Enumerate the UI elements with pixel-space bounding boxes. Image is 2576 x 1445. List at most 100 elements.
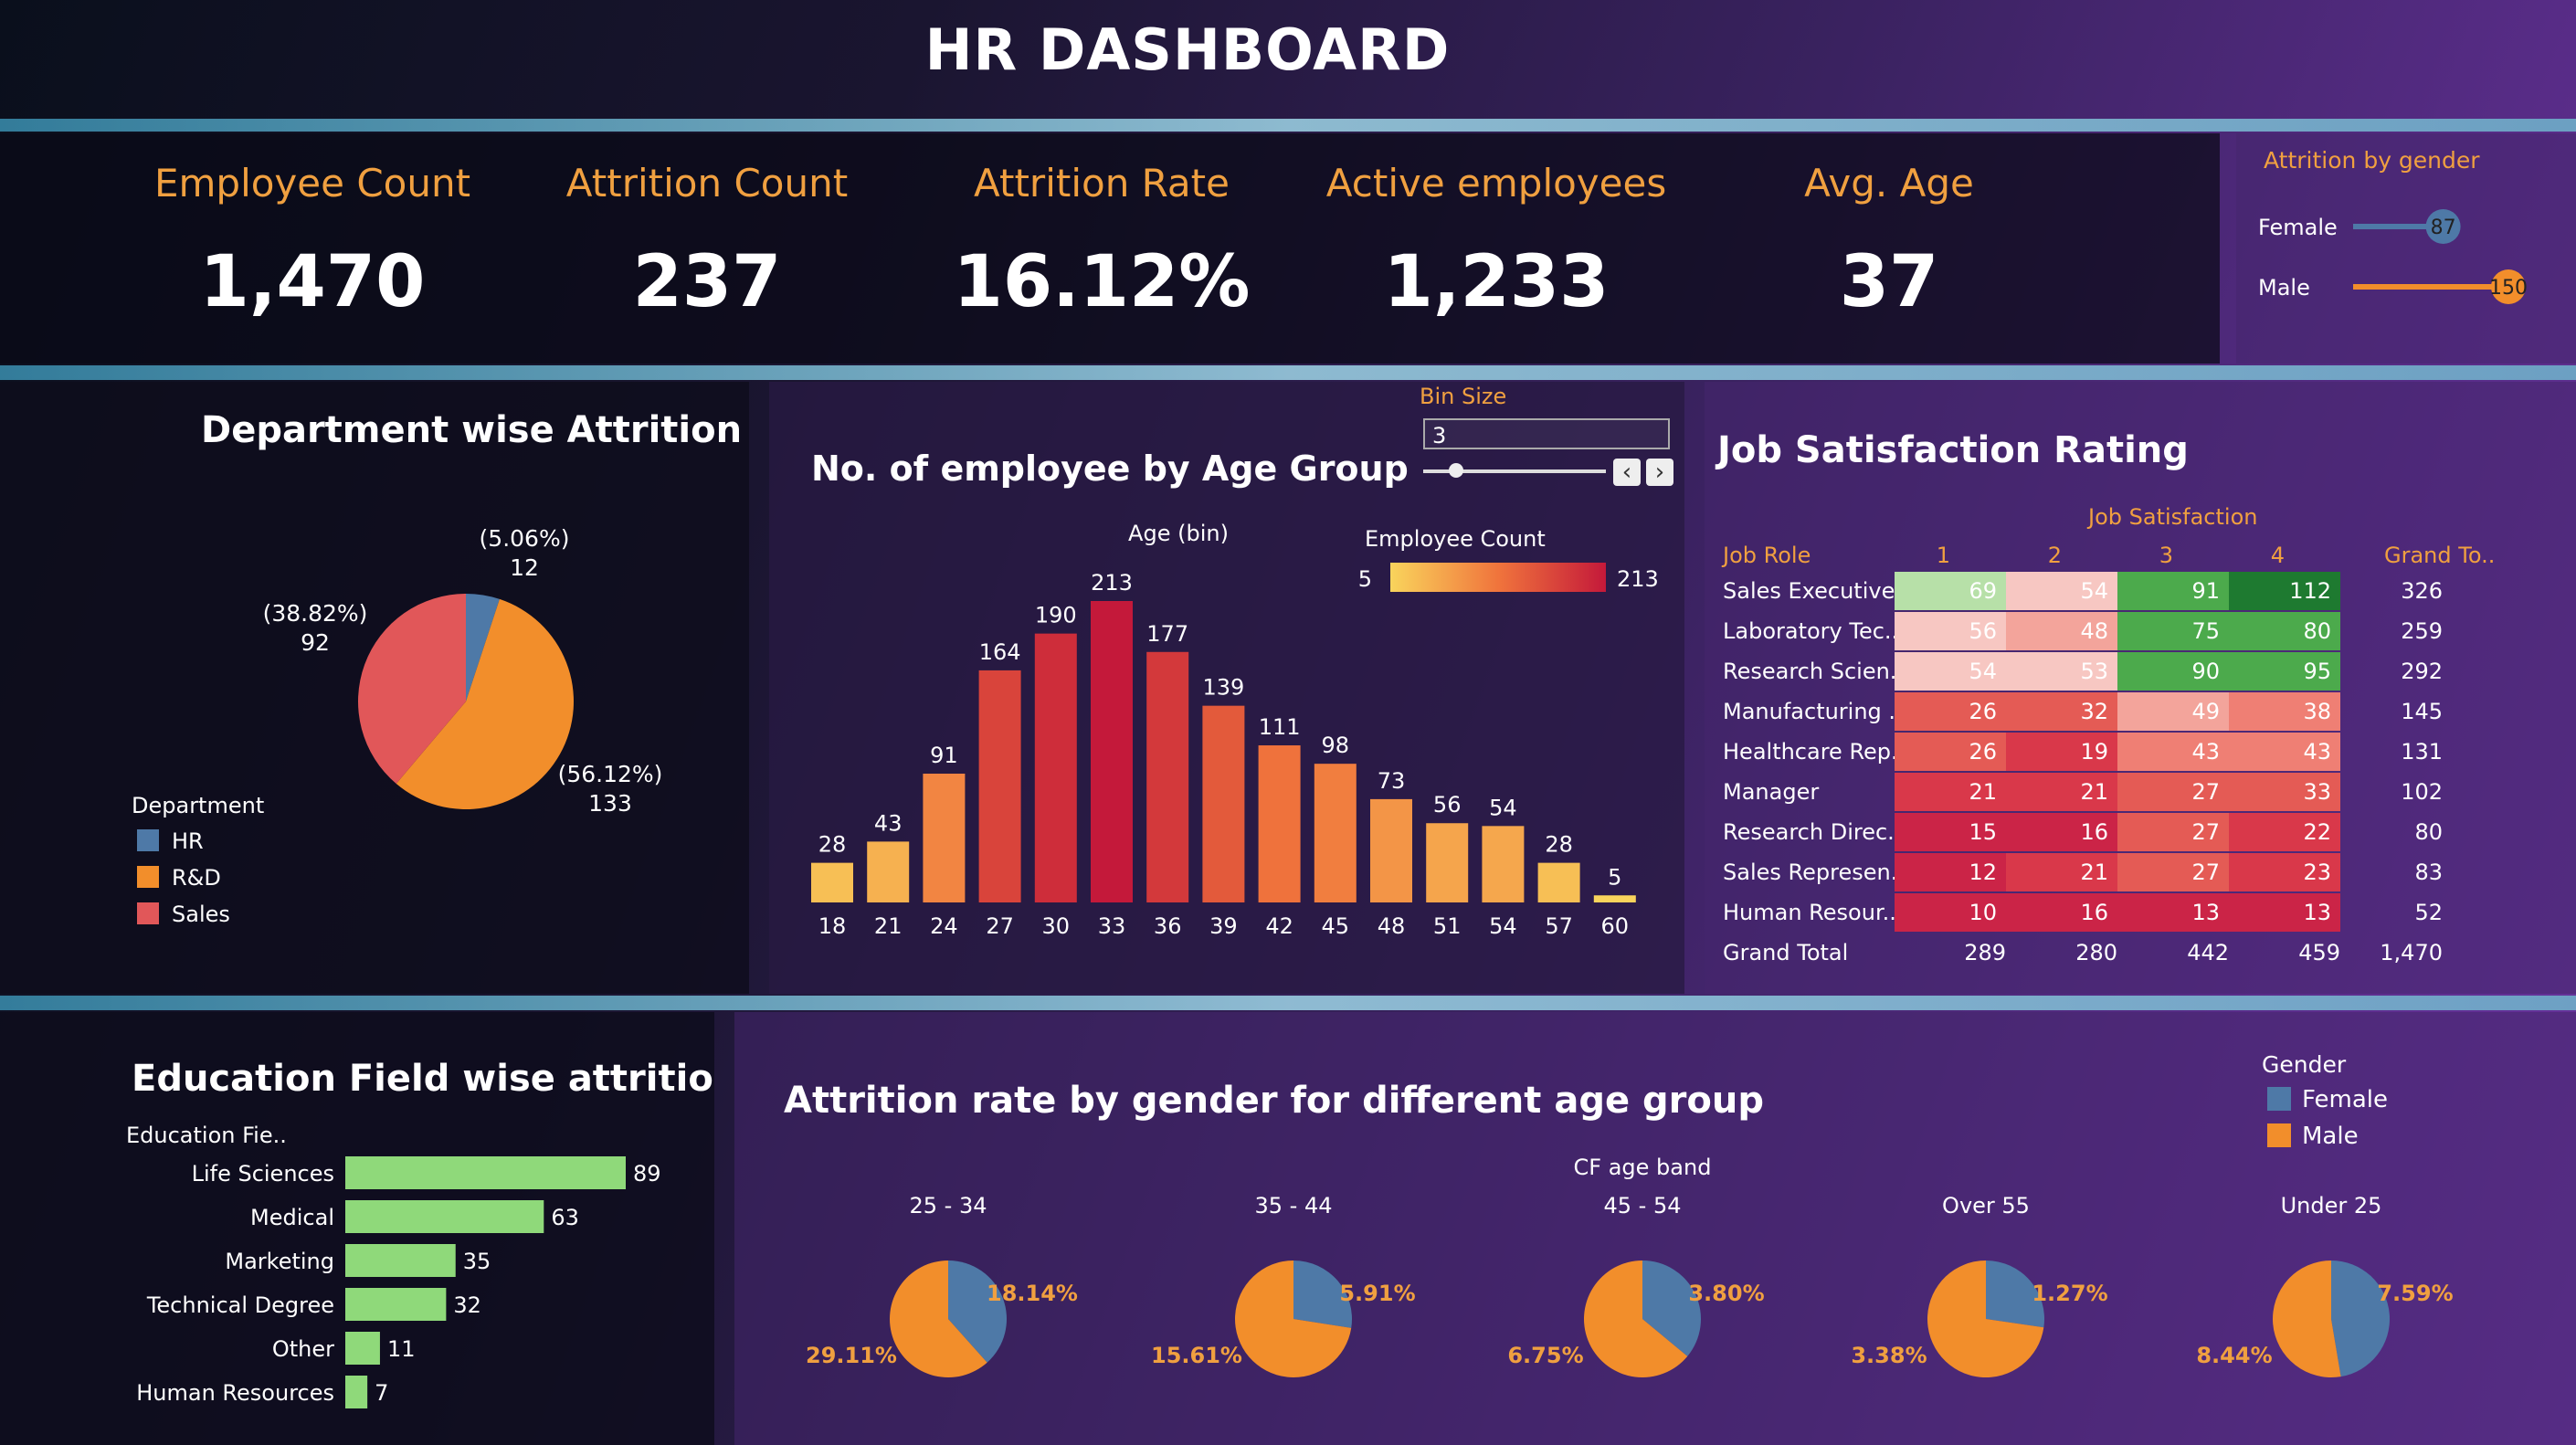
heatmap-grand-total-3: 459	[2298, 940, 2340, 965]
kpi-attrition-rate-label: Attrition Rate	[974, 161, 1230, 206]
heatmap-cell-3-0: 26	[1895, 692, 2006, 731]
heatmap-cell-7-1: 21	[2006, 853, 2117, 891]
legend-swatch-1	[137, 866, 159, 888]
heatmap-cell-4-0: 26	[1895, 733, 2006, 771]
age-bar-21	[867, 841, 910, 902]
heatmap-cell-0-3: 112	[2229, 572, 2340, 610]
bin-size-slider-handle[interactable]	[1449, 463, 1463, 478]
age-tick-51: 51	[1433, 913, 1462, 939]
age-tick-21: 21	[874, 913, 903, 939]
department-legend-title: Department	[132, 793, 264, 818]
bin-size-input[interactable]: 3	[1423, 418, 1670, 449]
band-legend-title: Gender	[2262, 1051, 2347, 1078]
age-tick-36: 36	[1154, 913, 1182, 939]
heatmap-row-label-6: Research Direc..	[1723, 819, 1902, 845]
age-bar-57	[1537, 862, 1580, 902]
heatmap-cell-4-2: 43	[2117, 733, 2229, 771]
age-tick-45: 45	[1322, 913, 1350, 939]
gender-bar-end-male	[2491, 269, 2526, 304]
gender-bar-end-female	[2425, 209, 2461, 244]
heatmap-total-header: Grand To..	[2384, 543, 2496, 568]
band-pie-male-0	[890, 1260, 987, 1377]
heatmap-row-total-3: 145	[2401, 699, 2443, 724]
attrition-by-gender-chart: Attrition by gender Female 87 Male 150	[2258, 147, 2528, 304]
band-pie-female-2	[1642, 1260, 1701, 1356]
bin-size-increment-button[interactable]: ›	[1646, 459, 1673, 486]
bin-size-decrement-button[interactable]: ‹	[1613, 459, 1641, 486]
department-attrition-chart: Department wise Attrition (5.06%)12 (56.12…	[132, 409, 742, 927]
age-bar-label-54: 54	[1489, 795, 1517, 820]
heatmap-grand-total-0: 289	[1964, 940, 2006, 965]
age-tick-57: 57	[1545, 913, 1573, 939]
pie-slice-sales	[358, 594, 466, 785]
kpi-employee-count-label: Employee Count	[153, 161, 471, 206]
heatmap-cell-6-0: 15	[1895, 813, 2006, 851]
legend-label-0: HR	[172, 828, 204, 854]
heatmap-row-total-8: 52	[2414, 900, 2443, 925]
age-bar-60	[1593, 895, 1636, 902]
band-label-1: 35 - 44	[1255, 1193, 1333, 1218]
pie-slice-hr	[466, 594, 500, 701]
heatmap-cell-2-3: 95	[2229, 652, 2340, 691]
kpi-attrition-rate-value: 16.12%	[953, 241, 1251, 323]
pie-value-label-2: 92	[301, 629, 330, 656]
band-male-label-3: 3.38%	[1851, 1343, 1927, 1368]
age-tick-60: 60	[1601, 913, 1630, 939]
band-female-label-3: 1.27%	[2032, 1281, 2107, 1306]
attrition-by-gender-panel: Attrition by gender Female 87 Male 150	[2236, 133, 2576, 364]
education-bar-4	[345, 1332, 380, 1365]
age-bar-label-51: 56	[1433, 792, 1462, 817]
heatmap-col-label-2: 2	[2047, 543, 2062, 568]
band-female-label-4: 7.59%	[2377, 1281, 2453, 1306]
age-bar-label-48: 73	[1378, 768, 1406, 794]
heatmap-row-header: Job Role	[1723, 543, 1811, 568]
kpi-attrition-count-label: Attrition Count	[565, 161, 849, 206]
heatmap-row-total-5: 102	[2401, 779, 2443, 805]
heatmap-grand-total-4: 1,470	[2380, 940, 2443, 965]
band-pie-male-4	[2273, 1260, 2341, 1377]
band-label-3: Over 55	[1942, 1193, 2030, 1218]
gender-value-male: 150	[2489, 277, 2528, 300]
heatmap-cell-5-1: 21	[2006, 773, 2117, 811]
age-bar-18	[811, 862, 853, 902]
legend-label-2: Sales	[172, 902, 230, 927]
separator-top	[0, 119, 2576, 132]
heatmap-cell-1-2: 75	[2117, 612, 2229, 650]
gender-value-female: 87	[2431, 216, 2456, 239]
band-header: CF age band	[1574, 1155, 1712, 1180]
bin-size-slider[interactable]	[1423, 469, 1606, 473]
heatmap-cell-4-3: 43	[2229, 733, 2340, 771]
age-bar-label-60: 5	[1608, 864, 1621, 890]
band-female-label-0: 18.14%	[987, 1281, 1078, 1306]
heatmap-col-label-3: 3	[2159, 543, 2173, 568]
band-male-label-2: 6.75%	[1507, 1343, 1583, 1368]
heatmap-col-label-4: 4	[2270, 543, 2285, 568]
age-bar-39	[1202, 705, 1245, 902]
age-bar-label-42: 111	[1259, 714, 1301, 740]
band-legend-swatch-1	[2267, 1123, 2291, 1147]
heatmap-cell-8-3: 13	[2229, 893, 2340, 932]
heatmap-row-total-1: 259	[2401, 618, 2443, 644]
heatmap-cell-1-0: 56	[1895, 612, 2006, 650]
education-value-3: 32	[453, 1292, 481, 1318]
band-pie-female-0	[948, 1260, 1007, 1363]
education-value-0: 89	[633, 1161, 661, 1187]
age-bar-label-24: 91	[930, 743, 958, 768]
age-bar-51	[1426, 823, 1469, 902]
band-pie-female-4	[2331, 1260, 2390, 1377]
education-label-2: Marketing	[225, 1249, 334, 1274]
education-axis-label: Education Fie..	[126, 1123, 287, 1148]
heatmap-row-total-6: 80	[2414, 819, 2443, 845]
gender-age-band-panel: Attrition rate by gender for different a…	[734, 1012, 2576, 1445]
band-male-label-4: 8.44%	[2196, 1343, 2272, 1368]
color-legend-max: 213	[1617, 566, 1659, 592]
heatmap-cell-7-0: 12	[1895, 853, 2006, 891]
heatmap-column-header: Job Satisfaction	[2088, 504, 2258, 530]
heatmap-grand-total-2: 442	[2187, 940, 2229, 965]
heatmap-cell-6-2: 27	[2117, 813, 2229, 851]
heatmap-row-label-3: Manufacturing ..	[1723, 699, 1903, 724]
band-pie-male-1	[1235, 1260, 1352, 1377]
department-attrition-panel: Department wise Attrition (5.06%) 12 (56.12…	[0, 382, 749, 994]
age-bar-label-33: 213	[1091, 570, 1133, 596]
heatmap-cell-0-1: 54	[2006, 572, 2117, 610]
